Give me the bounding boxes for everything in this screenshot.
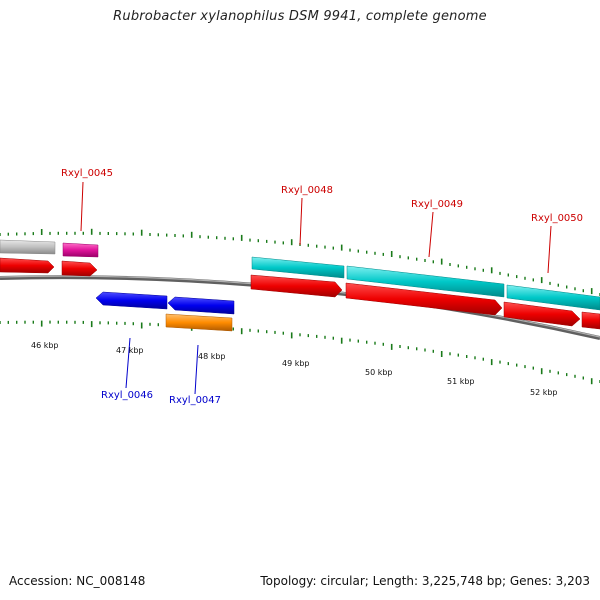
gene-cds-arrow[interactable]: [0, 257, 55, 274]
bottom-tick-marks: [0, 320, 600, 385]
gene-label-rxyl-0048[interactable]: Rxyl_0048: [281, 185, 333, 196]
scale-label-48kbp: 48 kbp: [198, 352, 226, 361]
gene-label-rxyl-0050[interactable]: Rxyl_0050: [531, 213, 583, 224]
gene-label-rxyl-0045[interactable]: Rxyl_0045: [61, 168, 113, 179]
top-tick-marks: [0, 228, 600, 296]
label-leader-lines: [80, 181, 552, 395]
gene-rxyl-0048-cds-arrow[interactable]: [250, 274, 343, 298]
gene-labels: Rxyl_0045 Rxyl_0048 Rxyl_0049 Rxyl_0050 …: [61, 168, 583, 406]
gene-cds-arrow[interactable]: [581, 311, 600, 330]
gene-rxyl-0045-cds-arrow[interactable]: [61, 260, 98, 277]
gene-label-rxyl-0047[interactable]: Rxyl_0047: [169, 395, 221, 406]
scale-label-51kbp: 51 kbp: [447, 377, 475, 386]
scale-label-50kbp: 50 kbp: [365, 368, 393, 377]
gene-rxyl-0045-feature[interactable]: [62, 242, 99, 258]
gene-rxyl-0050-feature[interactable]: [506, 284, 600, 311]
map-title: Rubrobacter xylanophilus DSM 9941, compl…: [113, 9, 487, 24]
gene-rxyl-0049-cds-arrow[interactable]: [345, 282, 503, 316]
gene-label-rxyl-0049[interactable]: Rxyl_0049: [411, 199, 463, 210]
gene-rxyl-0049-feature[interactable]: [346, 265, 505, 298]
gene-rxyl-0050-cds-arrow[interactable]: [503, 301, 581, 327]
gene-rxyl-0048-feature[interactable]: [251, 256, 345, 279]
scale-labels: 46 kbp 47 kbp 48 kbp 49 kbp 50 kbp 51 kb…: [31, 341, 558, 397]
gene-rxyl-0047-feature[interactable]: [165, 313, 233, 332]
scale-label-52kbp: 52 kbp: [530, 388, 558, 397]
scale-label-49kbp: 49 kbp: [282, 359, 310, 368]
scale-label-46kbp: 46 kbp: [31, 341, 59, 350]
scale-label-47kbp: 47 kbp: [116, 346, 144, 355]
gene-feature-gray[interactable]: [0, 239, 56, 255]
accession-text: Accession: NC_008148: [9, 574, 146, 588]
gene-rxyl-0047-cds-arrow[interactable]: [167, 296, 235, 315]
topology-text: Topology: circular; Length: 3,225,748 bp…: [260, 574, 590, 588]
gene-rxyl-0046-cds-arrow[interactable]: [95, 291, 168, 310]
gene-label-rxyl-0046[interactable]: Rxyl_0046: [101, 390, 153, 401]
